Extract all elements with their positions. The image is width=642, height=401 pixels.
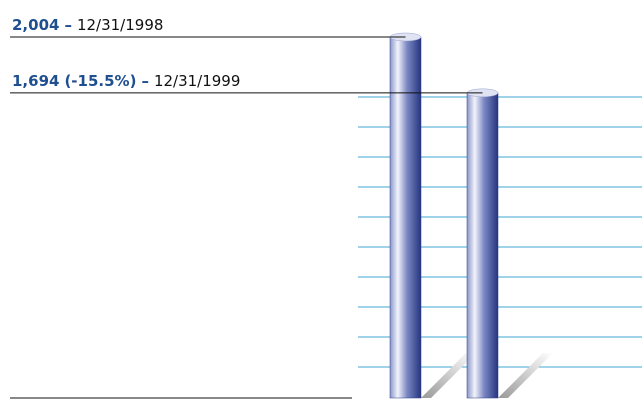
data-label: 1,694 (-15.5%) –12/31/1999 <box>12 72 240 90</box>
bar-shadow <box>421 353 476 398</box>
bar <box>389 36 422 399</box>
label-part: – <box>141 72 149 90</box>
label-part: 1,694 <box>12 72 59 90</box>
bar <box>466 92 499 399</box>
label-part: – <box>64 16 72 34</box>
label-part: (-15.5%) <box>64 72 136 90</box>
bar-shadow <box>498 353 553 398</box>
label-part: 2,004 <box>12 16 59 34</box>
label-part: 12/31/1998 <box>77 16 163 34</box>
data-label: 2,004–12/31/1998 <box>12 16 163 34</box>
label-part: 12/31/1999 <box>154 72 240 90</box>
